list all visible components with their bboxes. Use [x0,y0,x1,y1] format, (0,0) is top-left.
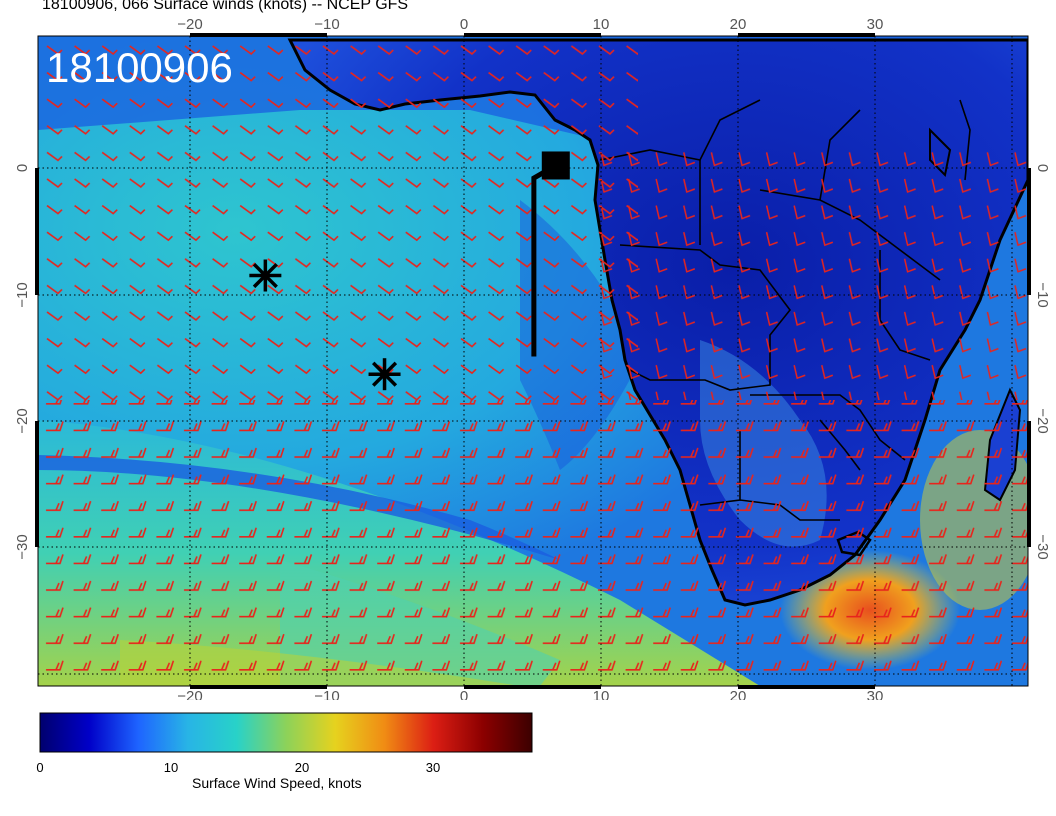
colorbar-title: Surface Wind Speed, knots [192,775,362,791]
asterisk-markers [249,259,401,391]
lat-tick-right: −20 [1034,408,1051,433]
lat-tick-left: −10 [14,282,31,307]
lon-tick-top: 0 [460,16,468,33]
colorbar [39,712,533,753]
lon-tick-top: 20 [730,16,747,33]
lon-tick-bottom: −20 [177,688,202,700]
base-square-marker [541,151,570,180]
datetime-stamp: 18100906 [46,44,233,91]
lon-tick-top: 10 [593,16,610,33]
colorbar-tick: 0 [36,760,44,775]
lon-tick-bottom: −10 [314,688,339,700]
chart-title: 18100906, 066 Surface winds (knots) -- N… [42,0,409,13]
lat-tick-left: −20 [14,408,31,433]
lon-tick-bottom: 30 [867,688,884,700]
lon-tick-bottom: 0 [460,688,468,700]
lon-tick-bottom: 20 [730,688,747,700]
lat-tick-right: −30 [1034,534,1051,559]
lon-tick-top: −10 [314,16,339,33]
frame-scale-bars [35,33,1031,689]
lon-tick-top: 30 [867,16,884,33]
asterisk-marker [368,358,401,391]
colorbar-tick: 30 [425,760,441,775]
lat-tick-left: −30 [14,534,31,559]
lat-tick-right: 0 [1034,164,1051,172]
lon-tick-bottom: 10 [593,688,610,700]
wind-map: 18100906 −20 −10 0 10 20 30 −20 −10 0 10… [14,16,1051,700]
lat-tick-right: −10 [1034,282,1051,307]
wind-speed-field [38,36,1028,686]
lat-tick-left: 0 [14,164,31,172]
lon-tick-top: −20 [177,16,202,33]
colorbar-tick: 10 [163,760,179,775]
colorbar-tick: 20 [294,760,310,775]
asterisk-marker [249,259,282,292]
flight-track [531,151,570,357]
colorbar-gradient [39,712,533,753]
